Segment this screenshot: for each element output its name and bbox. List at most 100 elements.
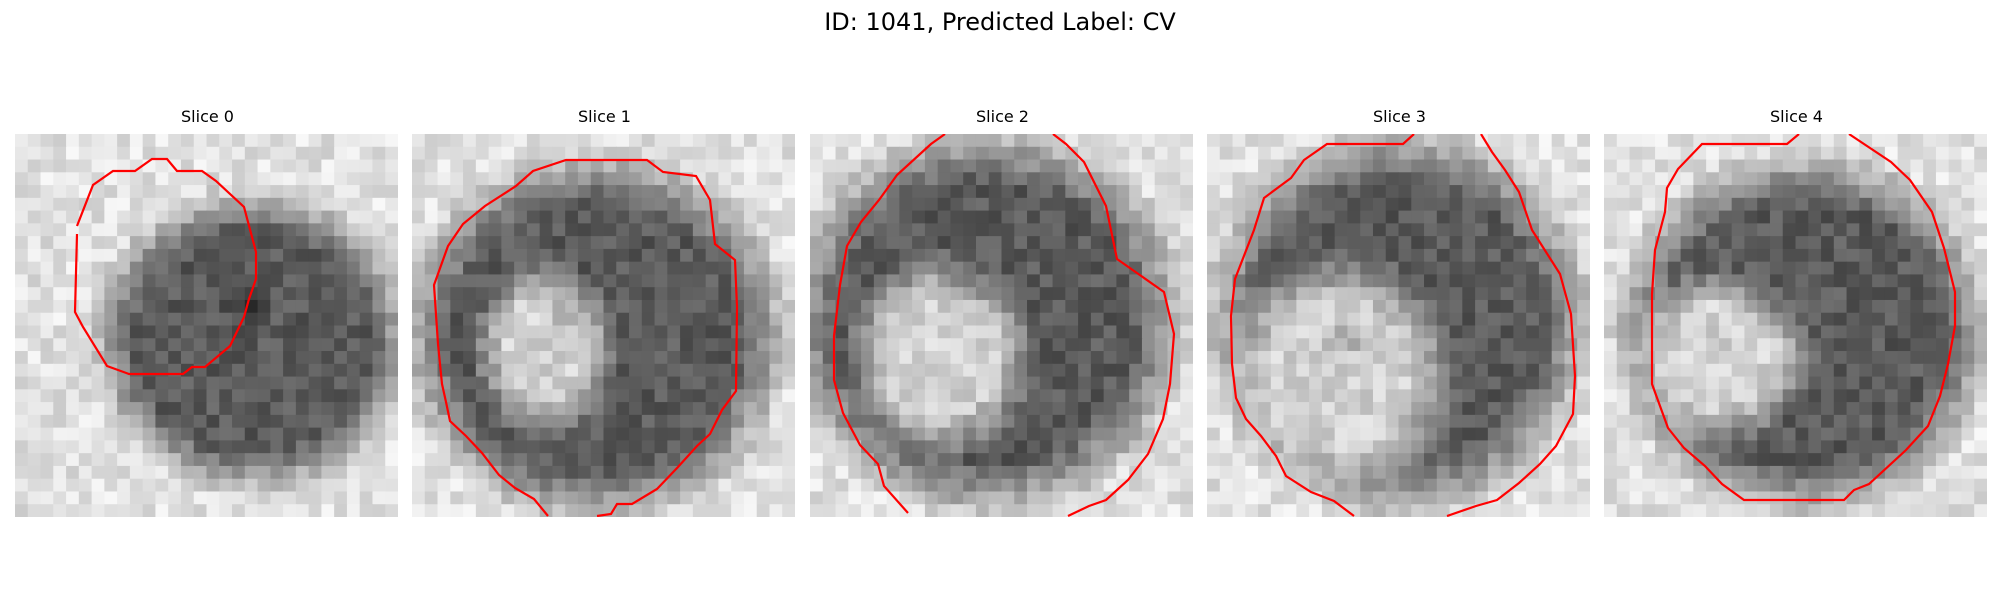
image-pixel (1731, 312, 1746, 327)
image-pixel (488, 504, 502, 517)
image-pixel (1129, 363, 1143, 378)
image-pixel (1078, 197, 1092, 212)
image-pixel (488, 351, 502, 365)
image-pixel (731, 159, 745, 173)
image-pixel (53, 274, 67, 288)
image-pixel (1436, 223, 1451, 237)
image-pixel (590, 223, 605, 237)
image-pixel (988, 376, 1003, 390)
image-pixel (1283, 287, 1297, 301)
image-pixel (1385, 134, 1400, 148)
image-pixel (206, 325, 220, 339)
image-pixel (616, 261, 630, 276)
image-pixel (1833, 223, 1848, 237)
image-pixel (372, 363, 386, 378)
image-pixel (372, 414, 386, 429)
image-pixel (1564, 453, 1578, 467)
image-pixel (1258, 134, 1272, 148)
image-pixel (1616, 185, 1631, 199)
image-pixel (1642, 402, 1656, 416)
image-pixel (1219, 236, 1234, 250)
image-pixel (988, 299, 1003, 314)
image-pixel (1642, 210, 1656, 224)
image-pixel (1513, 299, 1527, 314)
image-pixel (1757, 299, 1771, 314)
image-pixel (1846, 351, 1860, 365)
image-pixel (1808, 146, 1822, 161)
image-pixel (616, 185, 630, 199)
image-pixel (1207, 274, 1221, 288)
image-pixel (1347, 223, 1361, 237)
image-pixel (334, 134, 348, 148)
image-pixel (514, 465, 528, 480)
image-pixel (295, 185, 310, 199)
image-pixel (1884, 389, 1899, 403)
image-pixel (1334, 338, 1349, 352)
image-pixel (1693, 146, 1707, 161)
image-pixel (654, 261, 668, 276)
image-pixel (1116, 465, 1130, 480)
image-pixel (680, 287, 694, 301)
image-pixel (975, 440, 990, 454)
image-pixel (782, 402, 795, 416)
image-pixel (1347, 351, 1361, 365)
image-pixel (155, 504, 169, 517)
image-pixel (552, 427, 566, 441)
image-pixel (1258, 223, 1272, 237)
image-pixel (437, 465, 451, 480)
image-pixel (283, 134, 297, 148)
image-pixel (1642, 363, 1656, 378)
image-pixel (1923, 185, 1937, 199)
image-pixel (283, 261, 297, 276)
image-pixel (334, 414, 348, 429)
image-pixel (257, 197, 271, 212)
image-pixel (680, 402, 694, 416)
image-pixel (641, 465, 656, 480)
image-pixel (590, 172, 605, 186)
image-pixel (1116, 453, 1130, 467)
image-pixel (629, 261, 643, 276)
image-pixel (1462, 414, 1476, 429)
image-pixel (346, 478, 361, 493)
image-pixel (1347, 312, 1361, 327)
image-pixel (1577, 223, 1590, 237)
image-pixel (168, 248, 182, 263)
image-pixel (1706, 287, 1720, 301)
image-pixel (1629, 159, 1643, 173)
image-pixel (1872, 223, 1886, 237)
image-pixel (629, 351, 643, 365)
image-pixel (1910, 236, 1924, 250)
image-pixel (1065, 389, 1079, 403)
image-pixel (577, 261, 592, 276)
image-pixel (1385, 261, 1400, 276)
image-pixel (1616, 414, 1631, 429)
image-pixel (1808, 134, 1822, 148)
image-pixel (769, 274, 783, 288)
image-pixel (1795, 312, 1809, 327)
image-pixel (692, 440, 707, 454)
image-pixel (975, 351, 990, 365)
image-pixel (1424, 223, 1438, 237)
image-pixel (1090, 146, 1105, 161)
image-pixel (603, 261, 617, 276)
image-pixel (1706, 351, 1720, 365)
image-pixel (1052, 427, 1066, 441)
image-pixel (1436, 453, 1451, 467)
image-pixel (1769, 453, 1784, 467)
image-pixel (1462, 312, 1476, 327)
image-pixel (53, 453, 67, 467)
image-pixel (155, 376, 169, 390)
image-pixel (155, 389, 169, 403)
image-pixel (15, 351, 29, 365)
image-pixel (1833, 414, 1848, 429)
image-pixel (1846, 287, 1860, 301)
image-pixel (937, 223, 952, 237)
image-pixel (1219, 197, 1234, 212)
image-pixel (15, 159, 29, 173)
image-pixel (1897, 172, 1911, 186)
slice-panel-1: Slice 1 (412, 106, 797, 526)
image-pixel (1232, 376, 1246, 390)
image-pixel (1027, 389, 1041, 403)
image-pixel (873, 248, 888, 263)
image-pixel (117, 504, 131, 517)
